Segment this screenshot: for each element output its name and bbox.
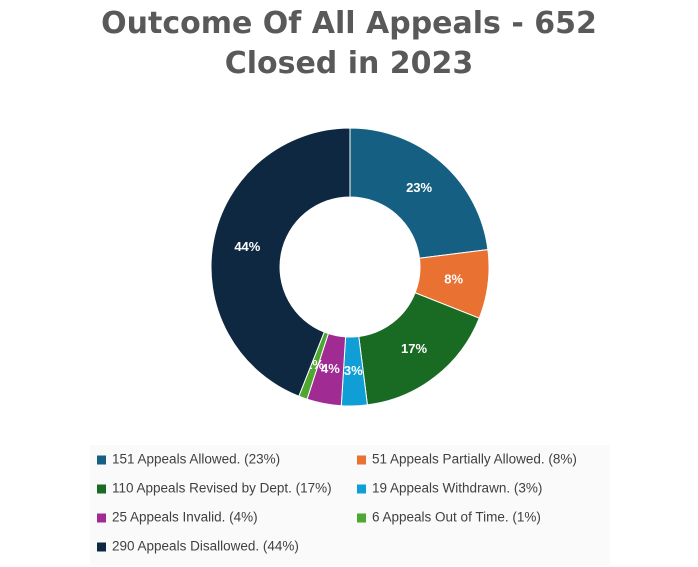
legend-label: 110 Appeals Revised by Dept. (17%) bbox=[112, 481, 332, 496]
data-label: 17% bbox=[401, 341, 427, 356]
legend-swatch bbox=[357, 484, 366, 494]
legend-label: 290 Appeals Disallowed. (44%) bbox=[112, 539, 299, 554]
data-label: 8% bbox=[444, 272, 463, 287]
data-label: 23% bbox=[406, 180, 432, 195]
legend-swatch bbox=[97, 542, 106, 552]
data-label: 3% bbox=[344, 363, 363, 378]
slice bbox=[349, 127, 489, 259]
legend-label: 19 Appeals Withdrawn. (3%) bbox=[372, 481, 542, 496]
legend-swatch bbox=[97, 513, 106, 523]
legend-label: 51 Appeals Partially Allowed. (8%) bbox=[372, 452, 577, 467]
legend-box bbox=[90, 445, 610, 565]
data-label: 44% bbox=[234, 239, 260, 254]
slice bbox=[210, 127, 351, 397]
slice bbox=[358, 292, 480, 406]
legend-swatch bbox=[97, 484, 106, 494]
legend-label: 25 Appeals Invalid. (4%) bbox=[112, 510, 258, 525]
data-label: 4% bbox=[321, 361, 340, 376]
legend-label: 151 Appeals Allowed. (23%) bbox=[112, 452, 280, 467]
legend-label: 6 Appeals Out of Time. (1%) bbox=[372, 510, 541, 525]
legend-swatch bbox=[357, 455, 366, 465]
legend-swatch bbox=[357, 513, 366, 523]
chart-title: Outcome Of All Appeals - 652 Closed in 2… bbox=[101, 6, 597, 81]
legend-swatch bbox=[97, 455, 106, 465]
